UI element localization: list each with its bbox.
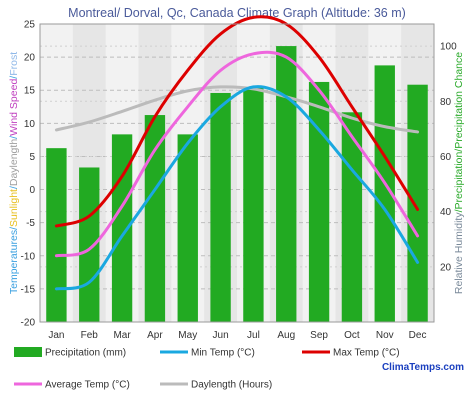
legend-label: Average Temp (°C)	[45, 380, 130, 391]
left-tick-label: -15	[21, 284, 36, 295]
x-tick-label: Jul	[247, 330, 260, 341]
bar-precipitation	[407, 84, 428, 322]
bar-precipitation	[144, 115, 166, 322]
line-daylength-hours	[54, 85, 420, 134]
x-tick-label: Aug	[277, 330, 295, 341]
left-tick-label: 20	[24, 53, 36, 64]
line-min-temp-c	[54, 85, 420, 291]
right-axis-label-part: Precipitation Chance	[453, 52, 465, 149]
x-tick-label: May	[178, 330, 197, 341]
left-axis-label: Temperatures/Sunlight/Daylength/Wind Spe…	[8, 52, 20, 294]
left-tick-label: 15	[24, 86, 36, 97]
right-tick-label: 20	[440, 262, 452, 273]
plot-area	[40, 15, 434, 323]
left-tick-label: -20	[21, 318, 36, 329]
legend: Precipitation (mm) Min Temp (°C) Max Temp …	[14, 347, 400, 391]
bar-precipitation	[308, 81, 330, 322]
left-tick-label: 10	[24, 119, 36, 130]
left-axis-label-part: Temperatures	[8, 230, 20, 294]
legend-label: Daylength (Hours)	[191, 380, 272, 391]
bar-precipitation	[276, 46, 297, 323]
left-axis-label-part: Daylength	[8, 139, 20, 186]
bar-precipitation	[79, 167, 100, 322]
chart-title: Montreal/ Dorval, Qc, Canada Climate Gra…	[68, 6, 406, 20]
watermark: ClimaTemps.com	[382, 362, 464, 373]
plot-border	[39, 23, 435, 323]
left-tick-label: 5	[29, 152, 35, 163]
bar-precipitation	[177, 134, 198, 322]
left-tick-label: -5	[26, 218, 35, 229]
x-tick-label: Feb	[81, 330, 99, 341]
left-axis-label-part: /	[8, 227, 20, 230]
bar-precipitation	[374, 65, 395, 322]
left-tick-label: 25	[24, 20, 36, 31]
bar-precipitation	[243, 87, 264, 323]
x-tick-label: Dec	[409, 330, 427, 341]
left-axis-label-part: /	[8, 76, 20, 79]
legend-label: Precipitation (mm)	[45, 348, 126, 359]
left-axis-label-part: /	[8, 186, 20, 189]
x-tick-label: Jan	[48, 330, 64, 341]
bar-precipitation	[46, 148, 67, 322]
left-axis-label-part: Frost	[8, 52, 20, 76]
x-tick-label: Sep	[310, 330, 328, 341]
right-axis-label-part: /	[453, 149, 465, 152]
right-axis-label-part: Relative Humidity	[453, 212, 465, 294]
axes: -20 -15 -10 -5 0 5 10 15 20 25 20 40 60 80 100 Jan Feb Ma…	[8, 20, 465, 342]
watermark-text: ClimaTemps.com	[382, 362, 464, 373]
left-tick-label: -10	[21, 251, 36, 262]
x-tick-label: Jun	[213, 330, 229, 341]
right-tick-label: 80	[440, 97, 452, 108]
legend-label: Max Temp (°C)	[333, 348, 400, 359]
x-tick-label: Oct	[344, 330, 360, 341]
legend-label: Min Temp (°C)	[191, 348, 255, 359]
right-tick-label: 60	[440, 152, 452, 163]
right-tick-label: 100	[440, 42, 457, 53]
legend-swatch	[14, 347, 42, 357]
bar-precipitation	[341, 112, 363, 322]
x-tick-label: Apr	[147, 330, 163, 341]
right-axis-label-part: Precipitation	[453, 152, 465, 210]
right-tick-label: 40	[440, 207, 452, 218]
right-axis-label-part: /	[453, 209, 465, 212]
left-axis-label-part: Wind Speed	[8, 79, 20, 136]
left-axis-label-part: /	[8, 136, 20, 139]
x-tick-label: Nov	[376, 330, 394, 341]
x-tick-label: Mar	[113, 330, 131, 341]
line-average-temp-c	[54, 50, 420, 258]
left-axis-label-part: Sunlight	[8, 189, 20, 227]
left-tick-label: 0	[29, 185, 35, 196]
right-axis-label: Relative Humidity/Precipitation/Precipit…	[453, 52, 465, 294]
bar-precipitation	[210, 92, 231, 323]
